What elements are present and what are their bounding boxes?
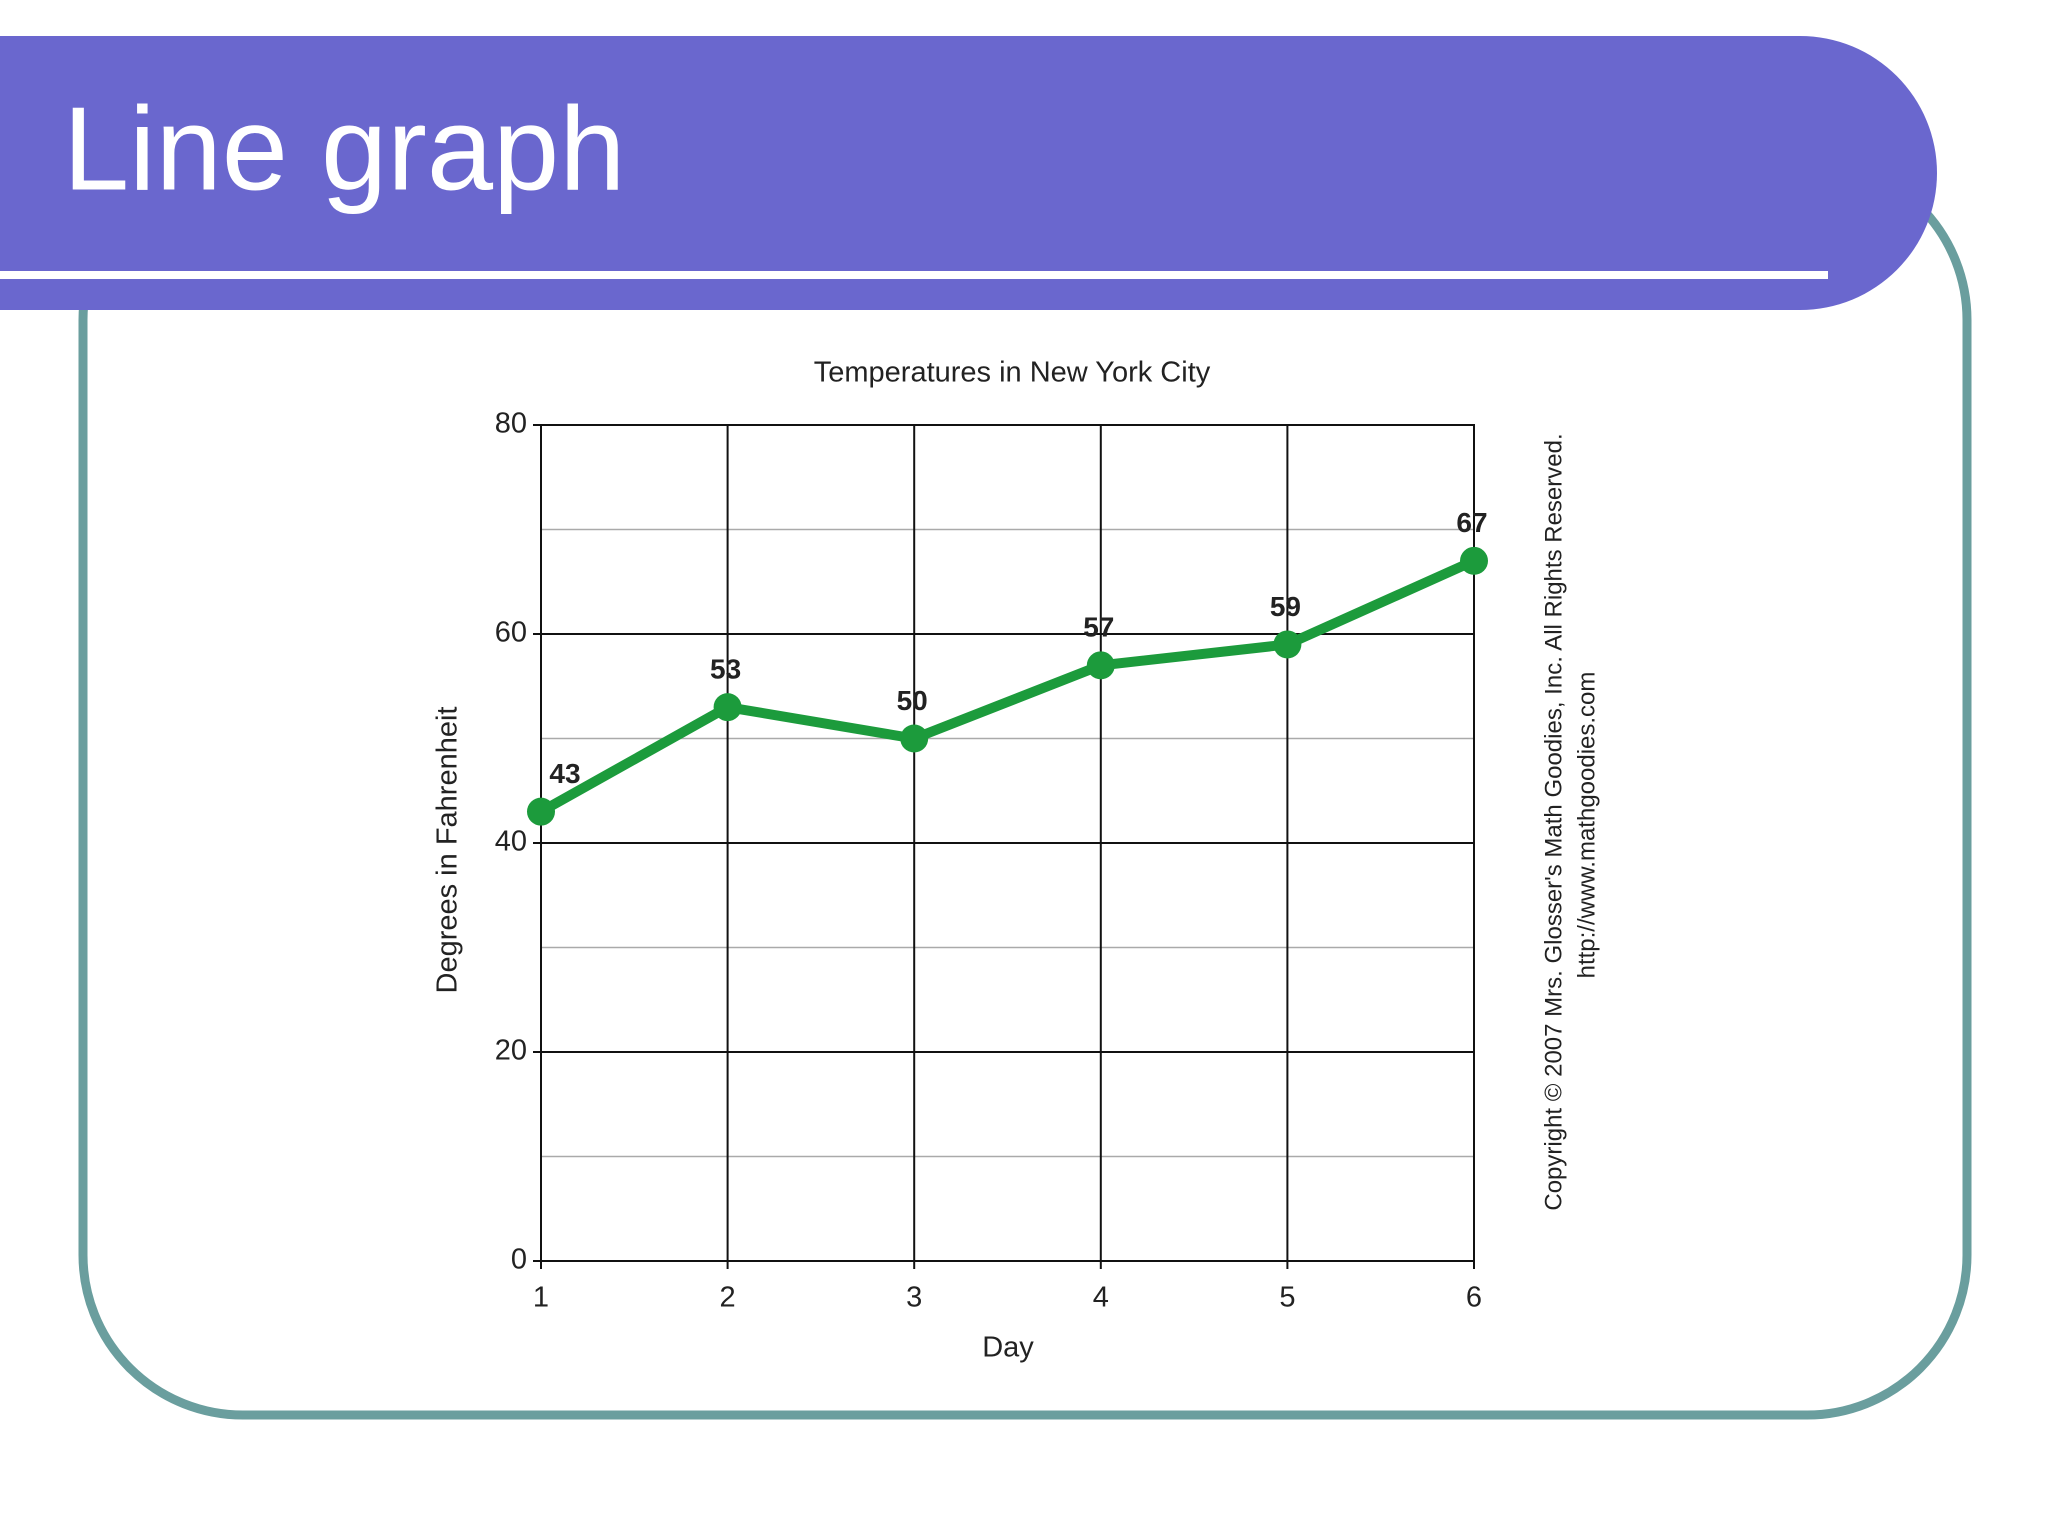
chart-title: Temperatures in New York City bbox=[814, 357, 1211, 389]
x-tick-label: 4 bbox=[1093, 1282, 1109, 1314]
copyright-url: http://www.mathgoodies.com bbox=[1573, 672, 1600, 979]
y-tick-label: 0 bbox=[511, 1244, 527, 1276]
x-tick-label: 2 bbox=[720, 1282, 736, 1314]
data-point bbox=[527, 797, 555, 826]
data-label: 57 bbox=[1083, 612, 1114, 643]
y-tick-label: 80 bbox=[495, 408, 527, 440]
plot-border bbox=[540, 424, 1475, 1262]
data-point bbox=[1460, 546, 1488, 575]
data-point bbox=[900, 724, 929, 753]
data-line bbox=[538, 556, 1477, 817]
data-point bbox=[713, 693, 742, 722]
y-tick-label: 20 bbox=[495, 1035, 527, 1067]
y-tick-label: 60 bbox=[495, 617, 527, 649]
y-tick-label: 40 bbox=[495, 826, 527, 858]
copyright: Copyright © 2007 Mrs. Glosser's Math Goo… bbox=[1540, 433, 1567, 1210]
data-label: 53 bbox=[710, 654, 741, 685]
x-tick-label: 5 bbox=[1279, 1282, 1295, 1314]
slide-title: Line graph bbox=[63, 82, 625, 215]
y-axis-label: Degrees in Fahrenheit bbox=[432, 707, 464, 994]
content-frame bbox=[78, 155, 1972, 1420]
x-tick-label: 1 bbox=[533, 1282, 549, 1314]
x-tick-label: 3 bbox=[906, 1282, 922, 1314]
data-point bbox=[1273, 630, 1302, 659]
data-label: 67 bbox=[1456, 507, 1487, 538]
x-tick-label: 6 bbox=[1466, 1282, 1482, 1314]
data-label: 50 bbox=[897, 685, 928, 716]
data-label: 43 bbox=[549, 758, 580, 789]
x-axis-label: Day bbox=[982, 1332, 1034, 1364]
title-bar bbox=[0, 36, 1937, 310]
title-underline bbox=[0, 271, 1828, 279]
data-label: 59 bbox=[1270, 591, 1301, 622]
data-point bbox=[1086, 651, 1115, 680]
